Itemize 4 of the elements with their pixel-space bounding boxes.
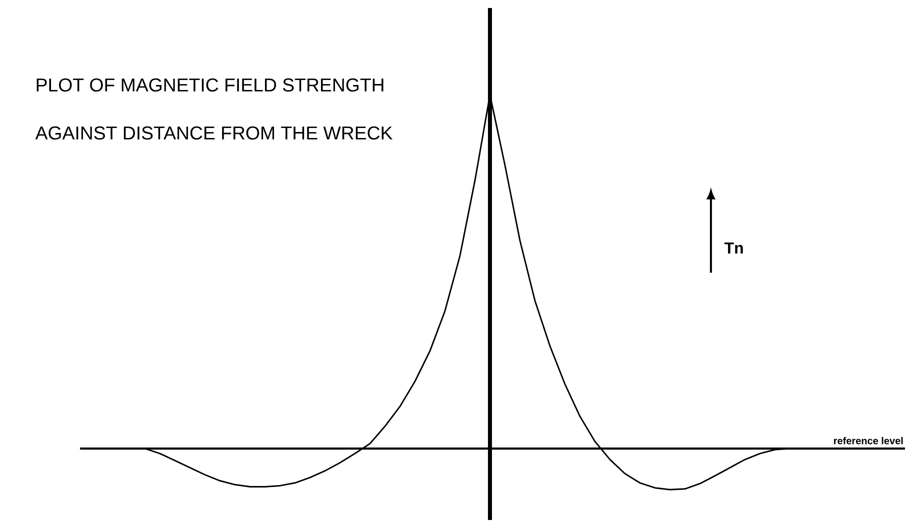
text: AGAINST DISTANCE FROM THE WRECK [35,126,393,140]
ref-line-label: reference level [834,436,903,444]
chart-title: PLOT OF MAGNETIC FIELD STRENGTH [36,78,384,92]
y-axis-title: Tn [724,242,743,254]
